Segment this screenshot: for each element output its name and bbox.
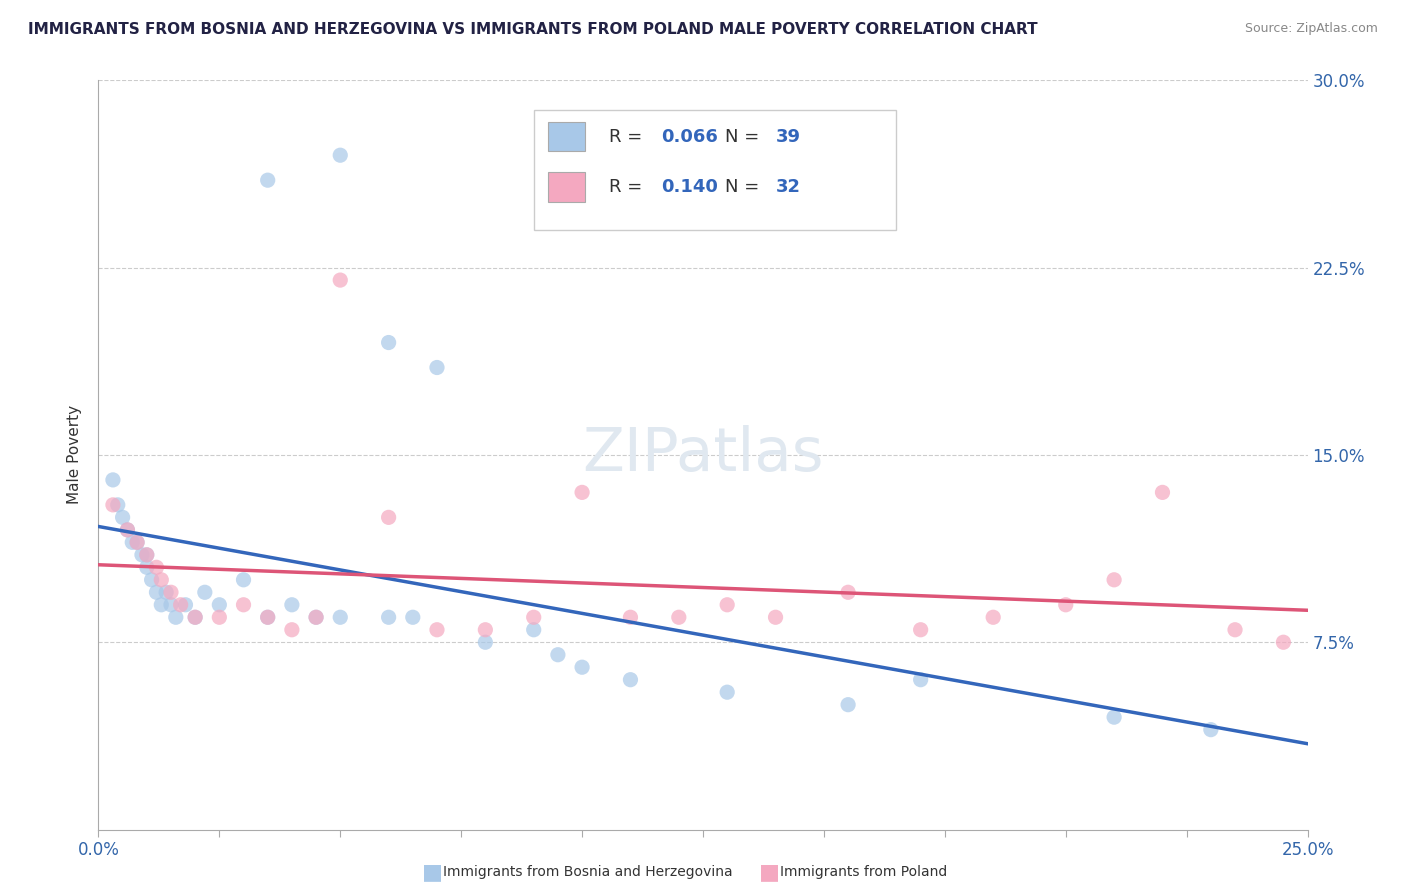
Point xyxy=(135,548,157,562)
Point xyxy=(402,610,425,624)
Point xyxy=(232,573,254,587)
Point xyxy=(145,585,167,599)
Point xyxy=(107,498,129,512)
Point xyxy=(131,548,153,562)
Point xyxy=(155,585,177,599)
Bar xyxy=(534,111,897,230)
Point xyxy=(135,560,157,574)
Point xyxy=(523,623,546,637)
Text: 39: 39 xyxy=(776,128,800,146)
Y-axis label: Male Poverty: Male Poverty xyxy=(67,405,83,505)
Point xyxy=(135,548,157,562)
Point xyxy=(910,623,932,637)
Point xyxy=(256,610,278,624)
Point xyxy=(127,535,149,549)
Point xyxy=(150,573,173,587)
Point xyxy=(101,498,124,512)
Text: Immigrants from Bosnia and Herzegovina: Immigrants from Bosnia and Herzegovina xyxy=(443,865,733,880)
Point xyxy=(160,585,183,599)
Point xyxy=(547,648,569,662)
Point xyxy=(305,610,328,624)
Point xyxy=(1102,710,1125,724)
Text: Immigrants from Poland: Immigrants from Poland xyxy=(780,865,948,880)
Point xyxy=(1054,598,1077,612)
Point xyxy=(208,598,231,612)
Point xyxy=(329,273,352,287)
Text: ZIPatlas: ZIPatlas xyxy=(582,425,824,484)
Point xyxy=(208,610,231,624)
Point xyxy=(256,610,278,624)
Point xyxy=(194,585,217,599)
Point xyxy=(141,573,163,587)
Point xyxy=(1272,635,1295,649)
Point xyxy=(571,660,593,674)
Text: ■: ■ xyxy=(422,863,443,882)
Point xyxy=(474,635,496,649)
Point xyxy=(281,598,304,612)
Point xyxy=(765,610,787,624)
Point xyxy=(232,598,254,612)
Bar xyxy=(548,122,585,152)
Point xyxy=(837,698,859,712)
Point xyxy=(981,610,1004,624)
Point xyxy=(377,510,399,524)
Point xyxy=(165,610,187,624)
Point xyxy=(305,610,328,624)
Point xyxy=(377,335,399,350)
Point xyxy=(145,560,167,574)
Text: ■: ■ xyxy=(759,863,780,882)
Text: R =: R = xyxy=(609,128,648,146)
Point xyxy=(716,685,738,699)
Point xyxy=(571,485,593,500)
Text: N =: N = xyxy=(724,128,765,146)
Point xyxy=(1152,485,1174,500)
Point xyxy=(910,673,932,687)
Text: 0.140: 0.140 xyxy=(661,178,717,196)
Text: Source: ZipAtlas.com: Source: ZipAtlas.com xyxy=(1244,22,1378,36)
Text: IMMIGRANTS FROM BOSNIA AND HERZEGOVINA VS IMMIGRANTS FROM POLAND MALE POVERTY CO: IMMIGRANTS FROM BOSNIA AND HERZEGOVINA V… xyxy=(28,22,1038,37)
Text: R =: R = xyxy=(609,178,648,196)
Point xyxy=(1102,573,1125,587)
Point xyxy=(1223,623,1246,637)
Point xyxy=(121,535,143,549)
Point xyxy=(329,610,352,624)
Point xyxy=(377,610,399,624)
Point xyxy=(169,598,191,612)
Point xyxy=(117,523,139,537)
Point xyxy=(619,610,641,624)
Point xyxy=(329,148,352,162)
Point xyxy=(111,510,134,524)
Point xyxy=(523,610,546,624)
Point xyxy=(716,598,738,612)
Text: 32: 32 xyxy=(776,178,800,196)
Point xyxy=(1199,723,1222,737)
Text: 0.066: 0.066 xyxy=(661,128,717,146)
Point xyxy=(256,173,278,187)
Bar xyxy=(548,172,585,202)
Point xyxy=(117,523,139,537)
Point xyxy=(426,623,449,637)
Point xyxy=(184,610,207,624)
Point xyxy=(160,598,183,612)
Point xyxy=(150,598,173,612)
Point xyxy=(837,585,859,599)
Point xyxy=(184,610,207,624)
Point xyxy=(619,673,641,687)
Point xyxy=(668,610,690,624)
Point xyxy=(101,473,124,487)
Point xyxy=(474,623,496,637)
Point xyxy=(281,623,304,637)
Point xyxy=(174,598,197,612)
Text: N =: N = xyxy=(724,178,765,196)
Point xyxy=(127,535,149,549)
Point xyxy=(426,360,449,375)
